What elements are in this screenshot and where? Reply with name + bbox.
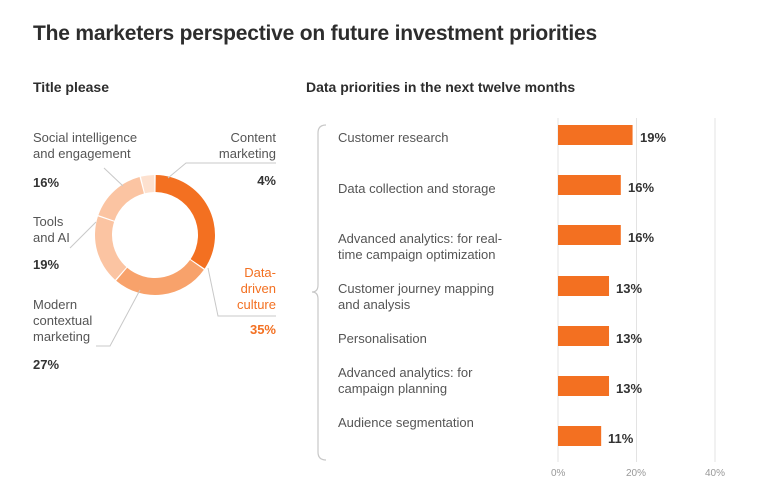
bar-value-campaign-planning: 13% [616,381,643,396]
donut-slice-content-marketing [140,175,155,194]
bar-value-audience-segmentation: 11% [608,431,634,446]
bar-data-collection-and-storage [558,175,621,195]
leader-line-2 [69,221,97,249]
bar-advanced-analytics-for-real-time-campaign-optimization [558,225,621,245]
donut-slice-modern-contextual-marketing [116,259,204,295]
x-tick-0: 0% [551,468,566,479]
slice-value-modern-contextual: 27% [33,357,60,372]
bar-value-realtime-analytics: 16% [628,230,655,245]
donut-slice-data-driven-culture [155,175,216,269]
slice-value-content-marketing: 4% [257,173,276,188]
donut-slice-social-intelligence-and-engagement [98,177,144,221]
slice-label-tools-ai: Tools and AI [33,214,70,245]
bar-section-title: Data priorities in the next twelve month… [306,79,576,95]
donut-leader-lines [69,162,276,347]
bar-label-campaign-planning: Advanced analytics: for campaign plannin… [338,365,473,396]
leader-line-1 [167,162,276,179]
slice-label-data-driven: Data- driven culture [236,265,276,312]
bar-label-audience-segmentation: Audience segmentation [338,415,474,430]
bar-customer-journey-mapping-and-analysis [558,276,610,296]
bar-audience-segmentation [558,426,602,446]
slice-value-tools-ai: 19% [33,257,60,272]
leader-line-4 [207,267,276,317]
bar-chart [558,125,633,446]
slice-label-social-intelligence: Social intelligence and engagement [33,130,138,161]
slice-label-content-marketing: Content marketing [218,130,276,161]
slice-value-social-intelligence: 16% [33,175,60,190]
bar-label-customer-journey: Customer journey mapping and analysis [338,281,495,312]
bar-label-customer-research: Customer research [338,130,449,145]
bar-advanced-analytics-for-campaign-planning [558,376,610,396]
bar-value-personalisation: 13% [616,331,643,346]
bar-customer-research [558,125,633,145]
donut-slice-tools-and-ai [94,216,127,280]
bar-value-customer-research: 19% [640,130,667,145]
donut-section-title: Title please [33,79,110,95]
bar-value-customer-journey: 13% [616,281,643,296]
bar-label-data-collection: Data collection and storage [338,181,496,196]
x-tick-40: 40% [705,468,726,479]
x-tick-20: 20% [626,468,647,479]
bar-label-realtime-analytics: Advanced analytics: for real- time campa… [338,231,503,262]
bar-label-personalisation: Personalisation [338,331,427,346]
page-title: The marketers perspective on future inve… [33,22,597,45]
bar-personalisation [558,326,610,346]
category-brace [311,124,327,461]
slice-value-data-driven: 35% [249,322,276,337]
leader-line-0 [103,167,124,187]
leader-line-3 [96,289,141,347]
bar-value-data-collection: 16% [628,180,655,195]
donut-chart [94,175,216,295]
slice-label-modern-contextual: Modern contextual marketing [33,297,93,344]
